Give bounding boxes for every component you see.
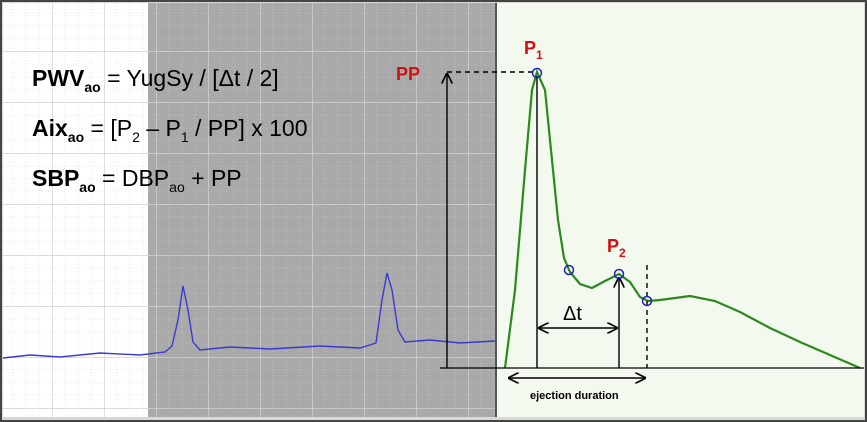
expression: = [P — [84, 115, 132, 141]
term: Aix — [32, 115, 68, 141]
subscript: 2 — [619, 246, 626, 260]
subscript: ao — [169, 179, 185, 195]
inflection-marker — [563, 264, 575, 276]
grid-gray — [148, 3, 495, 417]
ejection-label: ejection duration — [530, 390, 619, 402]
formula-aix: Aixao = [P2 – P1 / PP] x 100 — [32, 115, 308, 145]
subscript: ao — [68, 129, 84, 145]
subscript: 1 — [536, 48, 543, 62]
expression: – P — [140, 115, 181, 141]
formula-pwv: PWVao = YugSy / [Δt / 2] — [32, 65, 279, 95]
p1-label: P1 — [524, 38, 543, 62]
end-marker — [641, 295, 653, 307]
delta-t-label: Δt — [563, 303, 582, 325]
label: P — [607, 236, 619, 256]
formula-sbp: SBPao = DBPao + PP — [32, 165, 242, 195]
p1-marker — [531, 67, 543, 79]
expression: = YugSy / [Δt / 2] — [101, 65, 279, 91]
ecg-trace — [2, 272, 496, 359]
subscript: 2 — [132, 129, 140, 145]
expression: / PP] x 100 — [189, 115, 308, 141]
subscript: ao — [79, 179, 95, 195]
expression: = DBP — [96, 165, 170, 191]
pp-label: PP — [396, 64, 420, 84]
p2-marker — [613, 268, 625, 280]
subscript: ao — [84, 79, 100, 95]
expression: + PP — [185, 165, 242, 191]
label: P — [524, 38, 536, 58]
pressure-wave — [503, 68, 861, 370]
wave-panel — [497, 3, 864, 417]
p2-label: P2 — [607, 236, 626, 260]
subscript: 1 — [181, 129, 189, 145]
term: PWV — [32, 65, 85, 91]
grid-white — [3, 3, 148, 417]
term: SBP — [32, 165, 79, 191]
